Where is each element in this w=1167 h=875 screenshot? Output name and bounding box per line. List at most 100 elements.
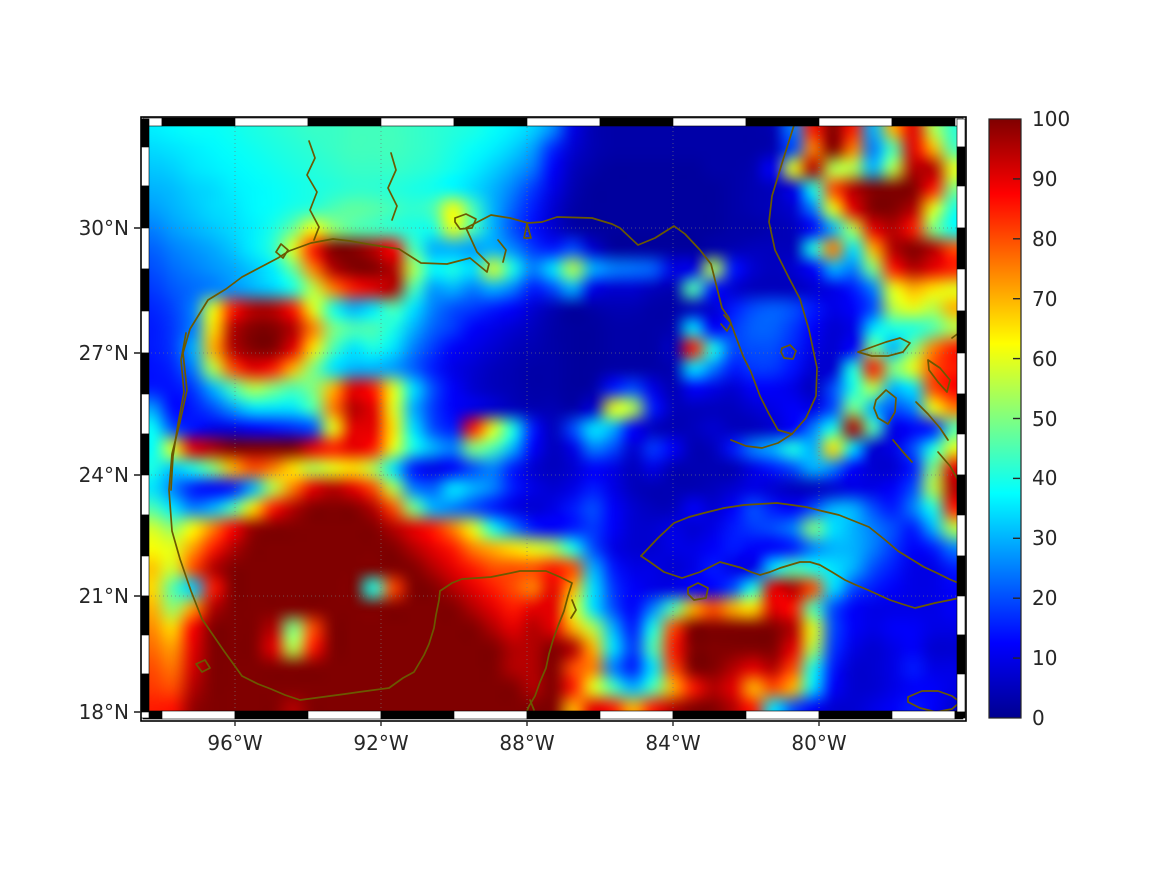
frame-segment-black (526, 710, 601, 720)
coastline (170, 332, 187, 491)
frame-segment-white (956, 185, 966, 229)
colorbar-tick-label: 40 (1032, 466, 1058, 491)
frame-segment-black (453, 117, 528, 127)
frame-segment-black (891, 117, 956, 127)
frame-segment-black (818, 710, 893, 720)
frame-segment-white (956, 268, 966, 312)
coastline (873, 389, 897, 425)
frame-segment-black (956, 393, 966, 435)
frame-segment-white (672, 117, 747, 127)
frame-segment-white (161, 710, 236, 720)
coastline (892, 439, 913, 463)
frame-segment-black (956, 634, 966, 675)
colorbar-tick-label: 30 (1032, 526, 1058, 551)
frame-segment-white (526, 117, 601, 127)
coastline (730, 433, 793, 449)
coastline (907, 690, 961, 713)
frame-segment-black (956, 711, 966, 719)
coastline (523, 223, 532, 239)
coastline (195, 659, 211, 673)
frame-segment-black (380, 710, 455, 720)
frame-segment-black (745, 117, 820, 127)
frame-segment-black (140, 673, 150, 713)
frame-segment-black (956, 227, 966, 270)
frame-segment-black (140, 514, 150, 557)
coastline (497, 239, 507, 263)
frame-segment-white (956, 673, 966, 713)
frame-segment-white (891, 710, 956, 720)
lon-tick-label: 92°W (353, 731, 409, 755)
frame-segment-black (307, 117, 382, 127)
frame-segment-white (956, 352, 966, 395)
frame-segment-white (818, 117, 893, 127)
frame-segment-white (956, 595, 966, 636)
colorbar-tick-label: 0 (1032, 706, 1045, 730)
coastline (454, 213, 477, 230)
frame-segment-black (956, 146, 966, 187)
frame-segment-black (140, 268, 150, 312)
colorbar-tick-label: 60 (1032, 346, 1058, 371)
frame-segment-black (956, 474, 966, 516)
frame-segment-white (599, 710, 674, 720)
coastline (387, 152, 398, 221)
frame-segment-white (956, 118, 966, 148)
colorbar-tick-label: 90 (1032, 166, 1058, 191)
lat-tick-label: 24°N (78, 463, 129, 487)
colorbar-tick-label: 50 (1032, 406, 1058, 431)
colorbar-tick-label: 20 (1032, 586, 1058, 611)
frame-segment-black (234, 710, 309, 720)
coastline (915, 401, 949, 441)
coastline (720, 314, 732, 332)
coastline (570, 599, 577, 619)
frame-segment-white (140, 711, 150, 719)
frame-segment-white (307, 710, 382, 720)
lat-tick-label: 18°N (78, 700, 129, 724)
coastline (640, 502, 964, 586)
map-frame-border (140, 116, 967, 722)
frame-segment-white (140, 146, 150, 187)
frame-segment-black (140, 352, 150, 395)
frame-segment-white (140, 634, 150, 675)
frame-segment-black (599, 117, 674, 127)
frame-segment-white (453, 710, 528, 720)
lat-tick-label: 30°N (78, 216, 129, 240)
lon-tick-label: 88°W (499, 731, 555, 755)
frame-segment-black (140, 595, 150, 636)
coastline (927, 359, 951, 393)
colorbar-tick-label: 100 (1032, 107, 1071, 131)
lon-tick-label: 80°W (791, 731, 847, 755)
coastline (780, 344, 797, 360)
coastline (857, 337, 911, 357)
coastline (168, 118, 818, 719)
frame-segment-black (956, 310, 966, 354)
colorbar-border (988, 118, 1022, 719)
coastline (937, 451, 959, 481)
colorbar-tick-label: 10 (1032, 646, 1058, 671)
frame-segment-black (672, 710, 747, 720)
frame-segment-white (380, 117, 455, 127)
frame-segment-white (140, 227, 150, 270)
frame-segment-black (140, 185, 150, 229)
lat-tick-label: 21°N (78, 584, 129, 608)
frame-segment-black (140, 118, 150, 148)
frame-segment-white (745, 710, 820, 720)
frame-segment-white (140, 474, 150, 516)
frame-segment-black (956, 555, 966, 597)
frame-segment-white (234, 117, 309, 127)
lon-tick-label: 84°W (645, 731, 701, 755)
coastline (529, 699, 535, 711)
frame-segment-white (140, 393, 150, 435)
frame-segment-black (140, 433, 150, 476)
lon-tick-label: 96°W (207, 731, 263, 755)
coastline (640, 555, 964, 609)
colorbar-tick-label: 80 (1032, 226, 1058, 251)
coastline (275, 243, 289, 259)
frame-segment-black (161, 117, 236, 127)
lat-tick-label: 27°N (78, 341, 129, 365)
frame-segment-white (956, 514, 966, 557)
frame-segment-white (140, 555, 150, 597)
coastline (687, 582, 709, 601)
frame-segment-white (140, 310, 150, 354)
frame-segment-white (956, 433, 966, 476)
